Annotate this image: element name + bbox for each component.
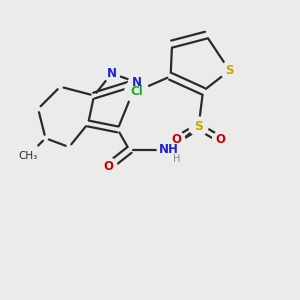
Text: H: H: [173, 154, 180, 164]
Text: CH₃: CH₃: [18, 151, 38, 161]
Text: S: S: [225, 64, 234, 77]
Circle shape: [103, 65, 120, 82]
Circle shape: [221, 62, 238, 79]
Circle shape: [212, 131, 229, 148]
Circle shape: [128, 74, 145, 91]
Circle shape: [125, 79, 148, 103]
Text: O: O: [104, 160, 114, 173]
Circle shape: [15, 142, 41, 169]
Circle shape: [100, 158, 117, 174]
Text: Cl: Cl: [130, 85, 143, 98]
Text: O: O: [172, 133, 182, 146]
Text: N: N: [132, 76, 142, 89]
Circle shape: [168, 131, 185, 148]
Circle shape: [189, 117, 208, 136]
Circle shape: [158, 138, 181, 162]
Text: S: S: [194, 120, 203, 133]
Text: N: N: [107, 67, 117, 80]
Text: NH: NH: [159, 143, 179, 157]
Text: O: O: [216, 133, 226, 146]
